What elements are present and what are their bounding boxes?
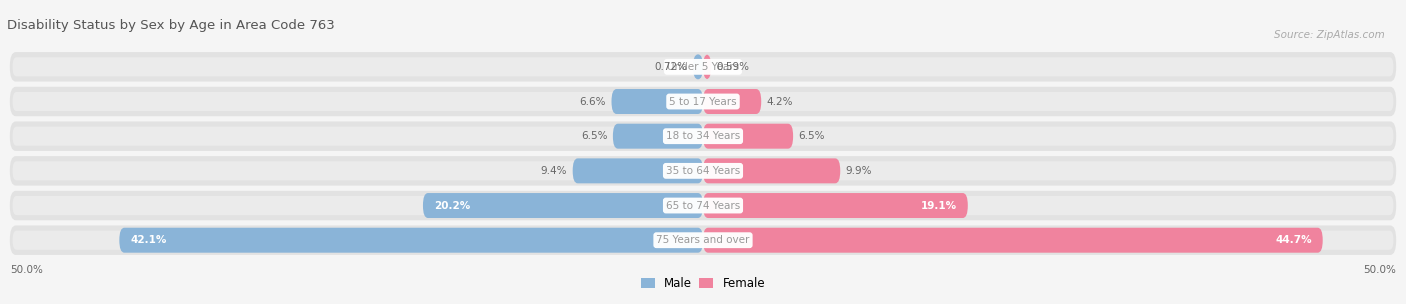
- Text: 65 to 74 Years: 65 to 74 Years: [666, 201, 740, 211]
- FancyBboxPatch shape: [10, 226, 1396, 255]
- Text: 44.7%: 44.7%: [1275, 235, 1312, 245]
- Text: 18 to 34 Years: 18 to 34 Years: [666, 131, 740, 141]
- FancyBboxPatch shape: [703, 158, 841, 183]
- FancyBboxPatch shape: [572, 158, 703, 183]
- Legend: Male, Female: Male, Female: [636, 273, 770, 295]
- Text: 9.9%: 9.9%: [846, 166, 872, 176]
- Text: Source: ZipAtlas.com: Source: ZipAtlas.com: [1274, 30, 1385, 40]
- Text: 6.6%: 6.6%: [579, 96, 606, 106]
- Text: Under 5 Years: Under 5 Years: [666, 62, 740, 72]
- FancyBboxPatch shape: [613, 124, 703, 149]
- FancyBboxPatch shape: [703, 89, 761, 114]
- FancyBboxPatch shape: [10, 87, 1396, 116]
- Text: 0.59%: 0.59%: [717, 62, 749, 72]
- FancyBboxPatch shape: [10, 156, 1396, 186]
- FancyBboxPatch shape: [10, 52, 1396, 81]
- FancyBboxPatch shape: [612, 89, 703, 114]
- Text: 42.1%: 42.1%: [131, 235, 167, 245]
- FancyBboxPatch shape: [13, 126, 1393, 146]
- FancyBboxPatch shape: [120, 228, 703, 253]
- Text: 20.2%: 20.2%: [434, 201, 470, 211]
- Text: 9.4%: 9.4%: [541, 166, 567, 176]
- Text: 50.0%: 50.0%: [10, 265, 42, 275]
- Text: 4.2%: 4.2%: [766, 96, 793, 106]
- FancyBboxPatch shape: [13, 161, 1393, 181]
- FancyBboxPatch shape: [10, 191, 1396, 220]
- FancyBboxPatch shape: [703, 193, 967, 218]
- Text: 50.0%: 50.0%: [1364, 265, 1396, 275]
- Text: Disability Status by Sex by Age in Area Code 763: Disability Status by Sex by Age in Area …: [7, 19, 335, 32]
- Text: 75 Years and over: 75 Years and over: [657, 235, 749, 245]
- FancyBboxPatch shape: [423, 193, 703, 218]
- FancyBboxPatch shape: [703, 54, 711, 79]
- FancyBboxPatch shape: [703, 124, 793, 149]
- Text: 0.72%: 0.72%: [654, 62, 688, 72]
- Text: 6.5%: 6.5%: [799, 131, 825, 141]
- FancyBboxPatch shape: [693, 54, 703, 79]
- FancyBboxPatch shape: [13, 57, 1393, 76]
- FancyBboxPatch shape: [13, 231, 1393, 250]
- FancyBboxPatch shape: [10, 121, 1396, 151]
- FancyBboxPatch shape: [13, 92, 1393, 111]
- Text: 5 to 17 Years: 5 to 17 Years: [669, 96, 737, 106]
- FancyBboxPatch shape: [13, 196, 1393, 215]
- Text: 35 to 64 Years: 35 to 64 Years: [666, 166, 740, 176]
- Text: 19.1%: 19.1%: [921, 201, 956, 211]
- FancyBboxPatch shape: [703, 228, 1323, 253]
- Text: 6.5%: 6.5%: [581, 131, 607, 141]
